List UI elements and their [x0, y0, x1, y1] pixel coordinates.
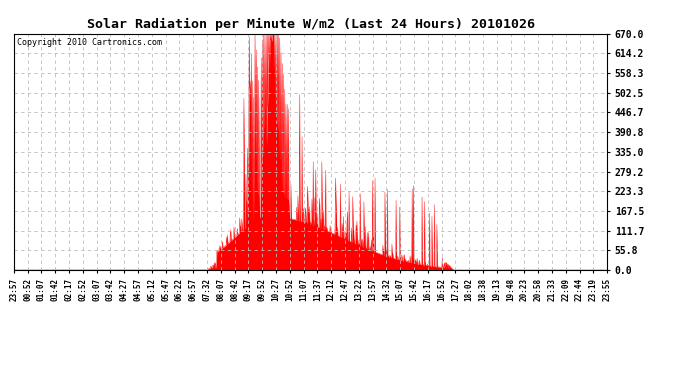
Text: Copyright 2010 Cartronics.com: Copyright 2010 Cartronics.com	[17, 39, 161, 48]
Title: Solar Radiation per Minute W/m2 (Last 24 Hours) 20101026: Solar Radiation per Minute W/m2 (Last 24…	[86, 18, 535, 31]
